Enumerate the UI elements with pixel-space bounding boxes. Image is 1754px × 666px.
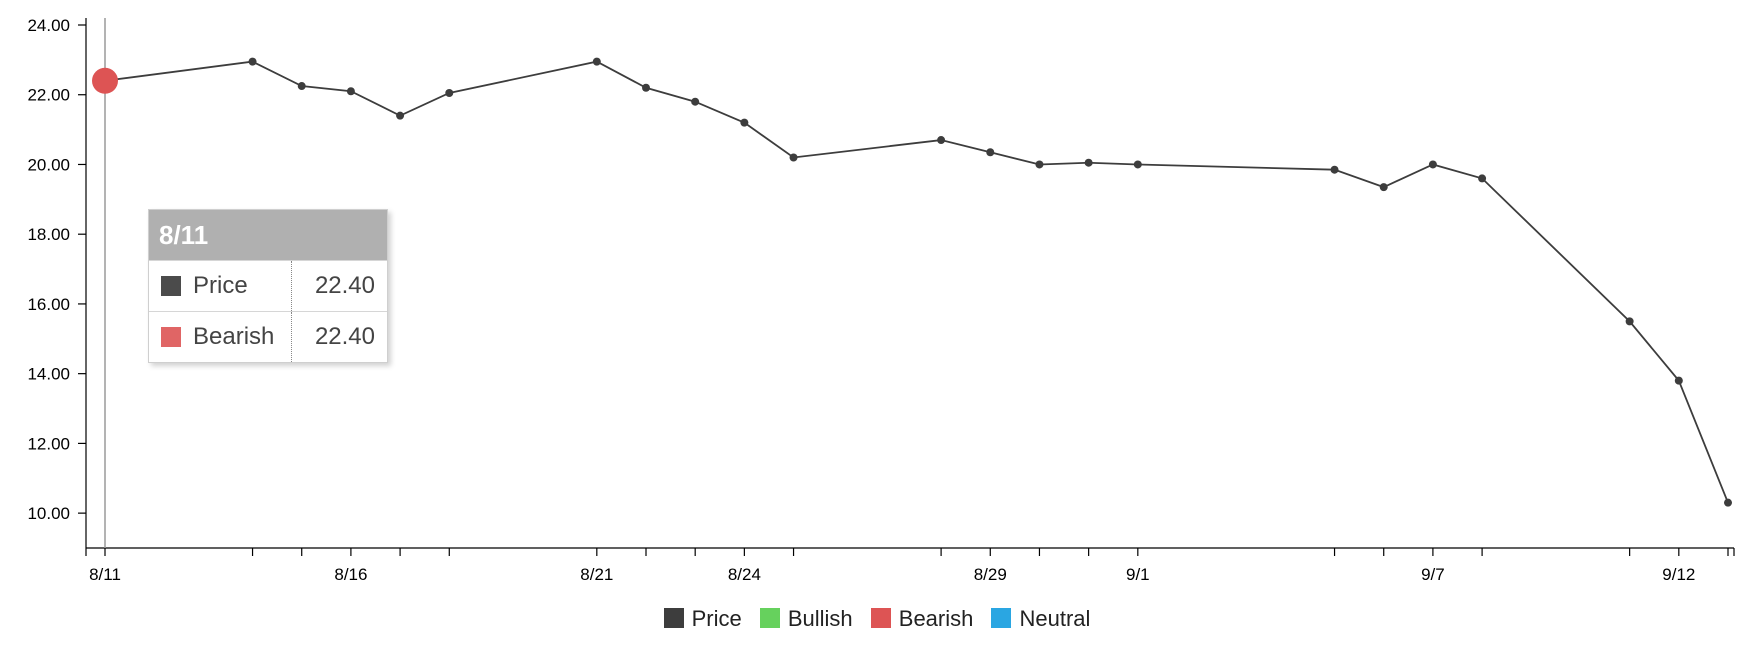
x-tick-label: 8/11 [89, 565, 121, 584]
price-data-point[interactable] [1035, 160, 1044, 169]
x-tick-label: 8/29 [974, 565, 1007, 584]
price-data-point[interactable] [986, 148, 995, 157]
price-data-point[interactable] [346, 87, 355, 96]
bullish-legend-swatch [759, 608, 780, 628]
price-color-swatch [161, 276, 181, 296]
legend-label: Price [691, 606, 742, 631]
price-data-point[interactable] [1625, 317, 1634, 326]
x-tick-label: 9/7 [1421, 565, 1445, 584]
x-tick-label: 8/24 [728, 565, 761, 584]
legend-label: Neutral [1019, 606, 1091, 631]
price-data-point[interactable] [1428, 160, 1437, 169]
price-data-point[interactable] [1478, 174, 1487, 183]
series-layer [92, 57, 1732, 507]
tooltip-row-price: Price 22.40 [149, 260, 387, 311]
neutral-legend-swatch [991, 608, 1012, 628]
y-tick-label: 12.00 [27, 434, 70, 453]
tooltip-series-value: 22.40 [314, 323, 375, 350]
y-tick-label: 16.00 [27, 295, 70, 314]
x-tick-label: 9/1 [1126, 565, 1150, 584]
price-data-point[interactable] [740, 118, 749, 127]
tooltip-series-name: Price [193, 272, 248, 299]
legend-label: Bullish [787, 606, 853, 631]
y-tick-label: 10.00 [27, 504, 70, 523]
chart-legend: Price Bullish Bearish Neutral [0, 606, 1754, 632]
price-data-point[interactable] [1724, 498, 1732, 507]
y-tick-label: 14.00 [27, 365, 70, 384]
bearish-color-swatch [161, 327, 181, 347]
tooltip-title: 8/11 [149, 210, 387, 260]
x-tick-label: 8/21 [580, 565, 613, 584]
price-data-point[interactable] [1674, 376, 1683, 385]
x-tick-label: 8/16 [334, 565, 367, 584]
price-data-point[interactable] [1084, 158, 1093, 167]
price-data-point[interactable] [592, 57, 601, 66]
bearish-marker[interactable] [92, 67, 118, 94]
price-data-point[interactable] [1133, 160, 1142, 169]
tooltip-series-value: 22.40 [314, 272, 375, 299]
price-data-point[interactable] [248, 57, 257, 66]
legend-item-bearish[interactable]: Bearish [870, 606, 974, 632]
tooltip-row-bearish: Bearish 22.40 [149, 311, 387, 362]
price-data-point[interactable] [297, 82, 306, 91]
legend-label: Bearish [898, 606, 974, 631]
price-data-point[interactable] [642, 83, 650, 92]
legend-item-bullish[interactable]: Bullish [759, 606, 853, 632]
legend-item-neutral[interactable]: Neutral [991, 606, 1090, 632]
tooltip-series-name: Bearish [193, 323, 275, 350]
price-data-point[interactable] [1379, 183, 1388, 192]
price-data-point[interactable] [789, 153, 798, 162]
y-tick-label: 24.00 [27, 16, 70, 35]
bearish-legend-swatch [870, 608, 891, 628]
line-chart: 10.00 12.00 14.00 16.00 18.00 20.00 22.00 24.00… [27, 16, 1735, 584]
x-axis: 8/11 8/16 8/21 8/24 8/29 9/1 9/7 9/12 [85, 547, 1735, 584]
y-axis: 10.00 12.00 14.00 16.00 18.00 20.00 22.00 24.00 [27, 16, 87, 548]
price-data-point[interactable] [445, 88, 454, 97]
legend-item-price[interactable]: Price [663, 606, 742, 632]
y-tick-label: 22.00 [27, 86, 70, 105]
price-legend-swatch [663, 608, 684, 628]
price-data-point[interactable] [691, 97, 700, 106]
price-data-point[interactable] [937, 136, 946, 145]
price-data-point[interactable] [1330, 165, 1339, 174]
price-data-point[interactable] [396, 111, 405, 120]
y-tick-label: 18.00 [27, 225, 70, 244]
hover-tooltip: 8/11 Price 22.40 Bearish 22.40 [148, 209, 388, 363]
y-tick-label: 20.00 [27, 155, 70, 174]
x-tick-label: 9/12 [1662, 565, 1695, 584]
